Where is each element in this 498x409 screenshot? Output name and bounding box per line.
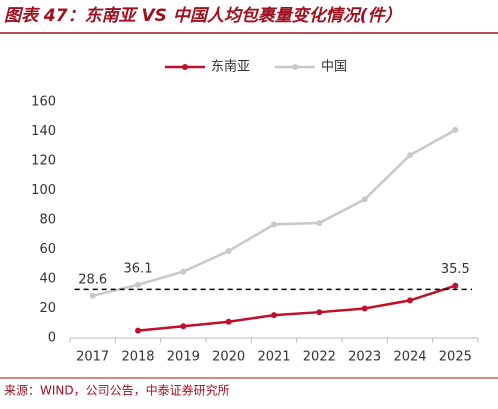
y-tick-label: 60 — [39, 242, 56, 257]
legend-label: 东南亚 — [211, 59, 250, 75]
legend-marker — [182, 64, 188, 70]
title: 图表 47：东南亚 VS 中国人均包裹量变化情况(件） — [4, 6, 402, 26]
point — [135, 281, 141, 288]
y-tick-label: 140 — [31, 124, 56, 139]
legend-marker — [292, 64, 298, 70]
data-label: 36.1 — [124, 261, 153, 276]
point — [316, 219, 323, 226]
point — [452, 282, 459, 289]
point — [89, 292, 96, 299]
x-tick-label: 2021 — [257, 350, 290, 365]
point — [271, 312, 277, 319]
legend-label: 中国 — [321, 60, 347, 75]
point — [180, 323, 187, 330]
x-tick-label: 2023 — [348, 350, 381, 365]
x-tick-label: 2020 — [212, 350, 245, 365]
y-tick-label: 160 — [31, 95, 56, 110]
x-tick-label: 2019 — [167, 350, 200, 365]
x-tick-label: 2025 — [439, 350, 472, 365]
y-tick-label: 40 — [39, 272, 56, 287]
point — [225, 247, 232, 254]
point — [271, 221, 277, 228]
point — [135, 327, 141, 334]
point — [180, 268, 187, 275]
y-tick-label: 0 — [48, 331, 56, 346]
x-tick-label: 2018 — [121, 350, 154, 365]
y-tick-label: 100 — [31, 183, 56, 198]
point — [407, 297, 413, 304]
point — [407, 152, 413, 159]
point — [225, 318, 232, 325]
data-label: 28.6 — [78, 272, 107, 287]
y-tick-label: 120 — [31, 154, 56, 169]
x-tick-label: 2024 — [393, 350, 426, 365]
x-tick-label: 2017 — [76, 350, 109, 365]
point — [316, 309, 323, 316]
series-line — [137, 284, 456, 332]
point — [452, 127, 459, 134]
data-label: 35.5 — [441, 262, 470, 277]
point — [361, 305, 368, 312]
y-tick-label: 80 — [39, 213, 56, 228]
x-tick-label: 2022 — [303, 350, 336, 365]
y-tick-label: 20 — [39, 301, 56, 316]
point — [361, 196, 368, 203]
source: 来源：WIND，公司公告，中泰证券研究所 — [4, 383, 230, 398]
